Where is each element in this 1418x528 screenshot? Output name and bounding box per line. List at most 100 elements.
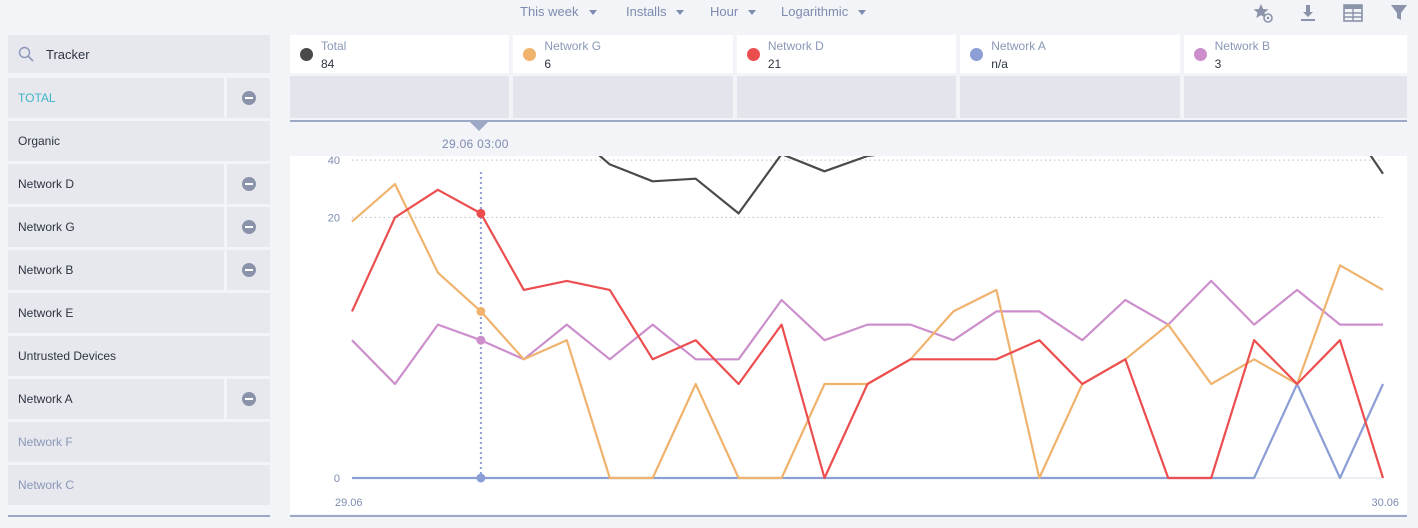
remove-button[interactable] [227, 379, 270, 419]
favorite-settings-icon[interactable] [1252, 2, 1274, 24]
legend-name: Network G [544, 39, 602, 53]
series-dot-icon [300, 48, 313, 61]
sidebar-item-total[interactable]: TOTAL [8, 78, 224, 118]
toolbar: This week Installs Hour Logarithmic [0, 0, 1418, 26]
legend-sparkline-area [513, 76, 733, 118]
legend-value: n/a [991, 57, 1008, 71]
series-dot-icon [746, 48, 760, 61]
sidebar-item-network-a[interactable]: Network A [8, 379, 224, 419]
x-tick-label: 29.06 [335, 497, 363, 509]
granularity-label: Hour [710, 4, 739, 19]
divider [290, 515, 1407, 517]
period-dropdown[interactable]: This week [520, 4, 597, 19]
sidebar-item-untrusted-devices[interactable]: Untrusted Devices [8, 336, 270, 376]
series-line-total [598, 156, 1384, 215]
cursor-time-label: 29.06 03:00 [442, 137, 509, 151]
legend-item-network-g[interactable]: Network G 6 [513, 35, 733, 73]
series-line-network-d [350, 188, 1385, 480]
legend-item-network-a[interactable]: Network A n/a [960, 35, 1180, 73]
chevron-down-icon [748, 10, 757, 15]
x-tick-label: 30.06 [1371, 497, 1399, 509]
scale-dropdown[interactable]: Logarithmic [781, 4, 867, 19]
series-line-network-g [351, 183, 1384, 480]
legend-name: Network D [767, 39, 824, 53]
sidebar-row-network-f: Network F [8, 422, 270, 462]
sidebar: TOTAL Organic Network D Network G Networ… [8, 35, 270, 508]
metric-label: Installs [626, 4, 667, 19]
remove-button[interactable] [227, 207, 270, 247]
legend-column: Network D 21 [736, 35, 957, 118]
granularity-dropdown[interactable]: Hour [710, 4, 757, 19]
remove-button[interactable] [227, 250, 270, 290]
data-point-network-a [476, 473, 486, 483]
sidebar-row-network-d: Network D [8, 164, 270, 204]
legend-sparkline-area [1183, 76, 1408, 118]
legend-column: Network G 6 [513, 35, 733, 118]
sidebar-row-organic: Organic [8, 121, 270, 161]
data-point-network-b [476, 335, 486, 345]
legend-column: Total 84 [290, 35, 510, 118]
metric-dropdown[interactable]: Installs [626, 4, 685, 19]
series-dot-icon [970, 48, 984, 61]
legend-item-total[interactable]: Total 84 [290, 35, 510, 73]
legend-value: 84 [321, 57, 335, 71]
legend-name: Network B [1214, 39, 1270, 53]
legend-value: 6 [544, 57, 552, 71]
search-input[interactable] [44, 45, 248, 63]
sidebar-row-network-g: Network G [8, 207, 270, 247]
chevron-down-icon [676, 10, 685, 15]
sidebar-item-network-f[interactable]: Network F [8, 422, 270, 462]
legend-sparkline-area [736, 76, 957, 118]
sidebar-item-network-b[interactable]: Network B [8, 250, 224, 290]
sidebar-item-network-c[interactable]: Network C [8, 465, 270, 505]
table-icon[interactable] [1342, 2, 1364, 24]
chevron-down-icon [588, 10, 597, 15]
legend-item-network-d[interactable]: Network D 21 [736, 35, 957, 73]
remove-button[interactable] [227, 78, 270, 118]
minus-icon [241, 220, 256, 234]
minus-icon [241, 177, 256, 191]
timeline-bar[interactable] [290, 120, 1407, 122]
minus-icon [241, 263, 256, 277]
series-dot-icon [1193, 48, 1207, 61]
series-line-network-b [351, 279, 1383, 386]
legend-value: 3 [1214, 57, 1222, 71]
minus-icon [241, 91, 256, 105]
download-icon[interactable] [1297, 2, 1319, 24]
scale-label: Logarithmic [781, 4, 849, 19]
legend-item-network-b[interactable]: Network B 3 [1183, 35, 1408, 73]
legend-sparkline-area [960, 76, 1180, 118]
sidebar-item-organic[interactable]: Organic [8, 121, 270, 161]
chevron-down-icon [858, 10, 867, 15]
legend: Total 84 Network G 6 Network D 21 Networ… [290, 35, 1408, 118]
sidebar-row-network-b: Network B [8, 250, 270, 290]
data-point-network-g [476, 306, 486, 316]
y-tick-label: 0 [334, 473, 340, 485]
legend-column: Network B 3 [1183, 35, 1408, 118]
search-icon [18, 46, 34, 62]
series-dot-icon [523, 48, 537, 61]
legend-name: Total [321, 39, 347, 53]
sidebar-row-network-c: Network C [8, 465, 270, 505]
y-tick-label: 20 [328, 212, 340, 224]
sidebar-row-network-e: Network E [8, 293, 270, 333]
sidebar-item-network-g[interactable]: Network G [8, 207, 224, 247]
sidebar-row-total: TOTAL [8, 78, 270, 118]
cursor-marker-icon[interactable] [470, 122, 488, 131]
y-tick-label: 40 [328, 156, 340, 167]
sidebar-item-network-e[interactable]: Network E [8, 293, 270, 333]
sidebar-row-network-a: Network A [8, 379, 270, 419]
filter-icon[interactable] [1388, 2, 1410, 24]
legend-sparkline-area [290, 76, 510, 118]
period-label: This week [520, 4, 579, 19]
data-point-network-d [476, 208, 486, 218]
remove-button[interactable] [227, 164, 270, 204]
sidebar-row-untrusted-devices: Untrusted Devices [8, 336, 270, 376]
minus-icon [241, 392, 256, 406]
legend-name: Network A [991, 39, 1046, 53]
divider [8, 515, 270, 517]
legend-value: 21 [767, 57, 782, 71]
sidebar-item-network-d[interactable]: Network D [8, 164, 224, 204]
